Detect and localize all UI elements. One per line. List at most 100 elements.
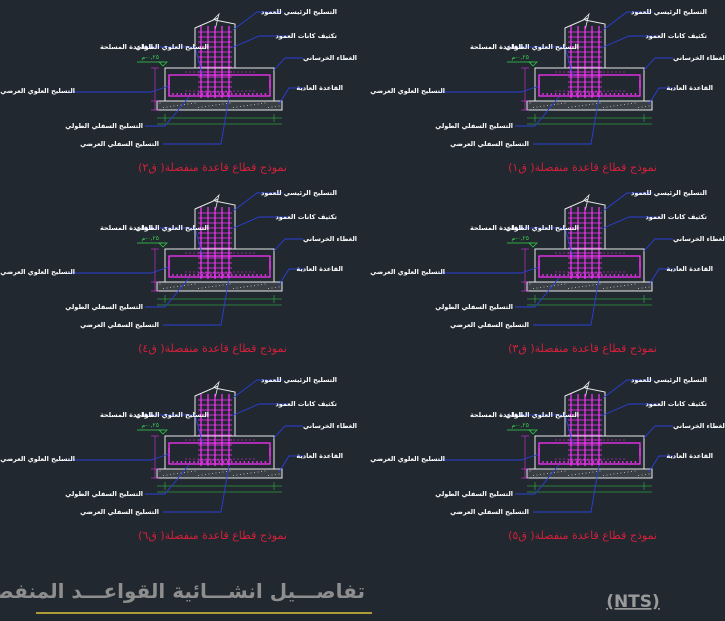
leader-top-long (511, 227, 574, 258)
bottom-bar-dot (542, 274, 544, 276)
plain-concrete-hatch (159, 283, 161, 285)
plain-concrete-hatch (638, 475, 639, 476)
plain-concrete-hatch (268, 107, 269, 108)
footing-caption: نموذج قطاع قاعدة منفصلة( ق١) (508, 161, 657, 174)
bottom-rebar-mesh (538, 80, 641, 97)
plain-concrete-hatch (264, 102, 266, 104)
plain-concrete-hatch (250, 472, 252, 474)
level-triangle (528, 429, 538, 435)
column-break-line (582, 12, 590, 31)
plain-concrete-hatch (163, 475, 164, 476)
plain-concrete-hatch (599, 102, 601, 104)
plain-concrete-hatch (159, 102, 161, 104)
level-triangle (528, 242, 538, 248)
plain-concrete-hatch (557, 471, 559, 473)
label-plain-footing: القاعدة العادية (666, 84, 713, 92)
plain-concrete-hatch (634, 102, 636, 104)
label-column-stirrups: تكثيف كانات العمود (645, 213, 707, 221)
plain-concrete-hatch (247, 473, 248, 474)
bottom-bar-dot (247, 93, 250, 95)
plain-concrete-hatch (540, 474, 541, 475)
plain-concrete-hatch (547, 286, 548, 287)
bottom-bar-dot (205, 461, 208, 463)
bottom-bar-dot (567, 93, 570, 95)
level-value: ٠,٢٥-م (512, 54, 529, 61)
plain-concrete-hatch (198, 475, 199, 476)
plain-concrete-hatch (240, 474, 241, 475)
plain-concrete-hatch (170, 474, 171, 475)
bottom-bar-dot (571, 274, 574, 276)
column-outline-left (194, 198, 219, 249)
plain-concrete-hatch (271, 287, 273, 289)
bottom-bar-dot (605, 274, 607, 276)
column-break-line (582, 380, 590, 399)
plain-concrete-hatch (536, 474, 538, 476)
bottom-bar-dot (584, 461, 586, 463)
plain-concrete-hatch (582, 105, 583, 106)
plain-concrete-hatch (191, 471, 192, 472)
plain-concrete-hatch (208, 286, 210, 288)
column-break-line (212, 380, 220, 399)
plain-concrete-hatch (543, 105, 545, 107)
plain-concrete-hatch (543, 286, 545, 288)
bottom-bar-dot (180, 93, 183, 95)
label-bottom-long-rebar: التسليح السفلي الطولي (435, 122, 513, 130)
leader-top-long (141, 46, 204, 77)
plain-concrete-hatch (233, 288, 234, 289)
bottom-bar-dot (634, 93, 637, 95)
plain-concrete-hatch (561, 103, 562, 104)
bottom-bar-dot (626, 461, 628, 463)
label-side-cover: الغطاء الخرساني (303, 235, 357, 243)
label-column-main-rebar: التسليح الرئيسي للعمود (631, 8, 707, 16)
plain-concrete-hatch (201, 106, 203, 108)
plain-concrete-hatch (177, 473, 178, 474)
plain-concrete-hatch (554, 285, 555, 286)
bottom-bar-dot (558, 274, 561, 276)
bottom-bar-dot (201, 461, 204, 463)
plain-concrete-hatch (229, 283, 231, 285)
bottom-bar-dot (621, 274, 624, 276)
plain-concrete-hatch (606, 287, 608, 289)
column-outline-right (214, 19, 236, 68)
label-column-stirrups: تكثيف كانات العمود (645, 32, 707, 40)
bottom-bar-dot (251, 93, 254, 95)
plain-concrete-hatch (599, 470, 601, 472)
plain-concrete-hatch (645, 474, 646, 475)
plain-concrete-hatch (603, 107, 604, 108)
bottom-bar-dot (172, 461, 174, 463)
plain-concrete-hatch (215, 285, 217, 287)
plain-concrete-hatch (585, 104, 587, 106)
bottom-bar-dot (567, 274, 570, 276)
plain-concrete-hatch (627, 471, 629, 473)
bottom-bar-dot (592, 274, 595, 276)
plain-concrete-hatch (236, 287, 238, 289)
plain-concrete-hatch (177, 286, 178, 287)
plain-concrete-hatch (631, 103, 632, 104)
plain-concrete-hatch (585, 285, 587, 287)
plain-concrete-hatch (561, 284, 562, 285)
label-bottom-transverse-rebar: التسليح السفلي العرضي (450, 140, 529, 148)
bottom-bar-dot (264, 461, 267, 463)
bottom-bar-dot (230, 93, 233, 95)
plain-footing (526, 100, 653, 111)
footing-section: ٠,٢٥-م التسليح الرئيسي للعمود تكثيف كانات … (370, 8, 725, 174)
leader-top-long (511, 46, 574, 77)
bottom-bar-dot (605, 93, 607, 95)
bottom-bar-dot (558, 93, 561, 95)
leader-bottom-long (515, 464, 560, 495)
plain-concrete-hatch (624, 285, 625, 286)
leader-bottom-long (145, 96, 190, 127)
plain-concrete-hatch (247, 105, 248, 106)
label-top-transverse-rebar: التسليح العلوي العرضي (0, 87, 75, 95)
plain-concrete-hatch (571, 287, 573, 289)
plain-concrete-hatch (236, 474, 238, 476)
plain-concrete-hatch (592, 103, 594, 105)
label-rc-footing: القاعدة المسلحة (470, 224, 523, 232)
bottom-bar-dot (550, 93, 553, 95)
plain-concrete-hatch (638, 288, 639, 289)
label-column-main-rebar: التسليح الرئيسي للعمود (631, 376, 707, 384)
label-rc-footing: القاعدة المسلحة (470, 411, 523, 419)
label-bottom-long-rebar: التسليح السفلي الطولي (65, 122, 143, 130)
plain-concrete-hatch (191, 103, 192, 104)
leader-plain-footing (648, 455, 675, 473)
